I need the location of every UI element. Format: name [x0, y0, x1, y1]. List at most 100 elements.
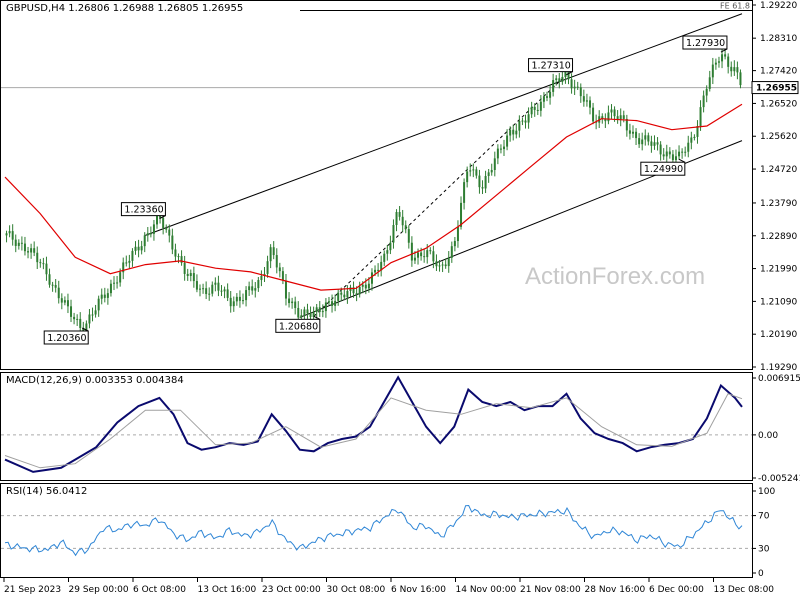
candle-body-137	[426, 250, 429, 258]
price-y-tick-label-2: 1.27420	[760, 67, 797, 77]
candle-body-234	[724, 54, 727, 57]
candle-78	[245, 286, 248, 307]
candle-body-13	[45, 263, 48, 275]
candle-88	[275, 248, 278, 274]
candle-body-32	[103, 294, 106, 298]
candle-141	[438, 259, 441, 272]
candle-24	[79, 312, 82, 331]
candle-body-150	[466, 171, 469, 183]
candle-11	[39, 258, 42, 268]
candle-159	[493, 151, 496, 177]
candle-body-151	[469, 170, 472, 172]
candle-body-181	[561, 77, 564, 82]
candle-232	[717, 56, 720, 68]
candle-58	[183, 255, 186, 281]
candle-body-100	[312, 311, 315, 317]
candle-body-29	[94, 310, 97, 315]
candle-body-196	[607, 112, 610, 122]
candle-166	[515, 123, 518, 139]
annotation-box-1	[120, 202, 166, 217]
candle-body-119	[370, 272, 373, 284]
candle-body-4	[17, 242, 20, 246]
candle-203	[628, 123, 631, 140]
candle-body-145	[450, 246, 453, 258]
candle-7	[27, 246, 30, 259]
candle-body-237	[733, 67, 736, 72]
candle-21	[70, 299, 73, 323]
candle-body-14	[48, 274, 51, 285]
candle-body-102	[318, 307, 321, 312]
candle-body-198	[613, 109, 616, 117]
candle-body-90	[281, 271, 284, 281]
rsi-title: RSI(14) 56.0412	[6, 486, 87, 497]
candle-4	[17, 239, 20, 250]
candle-body-161	[499, 148, 502, 150]
x-tick-label-8: 21 Nov 08:00	[520, 585, 581, 595]
candle-236	[730, 61, 733, 77]
candle-body-163	[506, 135, 509, 147]
candle-200	[619, 108, 622, 127]
candle-body-132	[410, 242, 413, 261]
price-y-tick-label-9: 1.21090	[760, 297, 797, 307]
candle-body-21	[70, 306, 73, 317]
candle-body-135	[420, 252, 423, 257]
candle-191	[592, 102, 595, 125]
annotation-box-4	[640, 161, 686, 176]
candle-body-74	[232, 301, 235, 307]
candle-187	[579, 83, 582, 103]
candle-body-27	[88, 314, 91, 324]
candle-body-122	[380, 261, 383, 271]
candle-body-224	[693, 136, 696, 138]
candle-body-31	[100, 294, 103, 299]
candle-173	[536, 103, 539, 116]
candle-35	[113, 276, 116, 291]
candle-body-48	[152, 224, 155, 234]
candle-body-103	[321, 311, 324, 313]
candle-42	[134, 241, 137, 255]
candle-body-51	[162, 217, 165, 228]
candle-23	[76, 314, 79, 326]
candle-143	[444, 258, 447, 269]
annotation-label-1: 1.23360	[124, 205, 163, 216]
candle-61	[192, 266, 195, 288]
candle-body-218	[674, 156, 677, 161]
candle-body-214	[662, 154, 665, 157]
candle-199	[616, 110, 619, 124]
candle-224	[693, 134, 696, 141]
candle-6	[23, 236, 26, 256]
candle-body-226	[699, 107, 702, 126]
candle-body-117	[364, 284, 367, 289]
candle-body-91	[284, 280, 287, 299]
candle-10	[36, 246, 39, 270]
candle-body-213	[659, 144, 662, 155]
candle-181	[561, 70, 564, 85]
candle-body-230	[711, 64, 714, 78]
candle-80	[251, 279, 254, 295]
candle-211	[653, 135, 656, 150]
x-tick-label-10: 6 Dec 00:00	[649, 585, 704, 595]
candle-body-177	[549, 91, 552, 98]
price-title: GBPUSD,H4 1.26806 1.26988 1.26805 1.2695…	[6, 3, 243, 14]
candle-body-30	[97, 298, 100, 311]
candle-60	[189, 269, 192, 282]
candle-body-176	[546, 96, 549, 98]
candle-69	[217, 275, 220, 297]
candle-235	[727, 53, 730, 74]
candle-87	[272, 241, 275, 260]
candle-body-212	[656, 142, 659, 145]
candle-12	[42, 257, 45, 270]
candle-204	[631, 125, 634, 138]
candle-body-59	[186, 273, 189, 277]
candle-body-146	[453, 241, 456, 247]
candle-body-19	[63, 300, 66, 303]
candle-28	[91, 307, 94, 322]
candle-body-41	[131, 250, 134, 261]
candle-222	[687, 135, 690, 158]
candle-body-162	[503, 146, 506, 150]
candle-36	[116, 275, 119, 289]
candle-body-179	[555, 78, 558, 81]
candle-16	[54, 279, 57, 293]
price-layer: FE 61.8 1.20360 1.23360 1.20680 1.27310 1.249…	[1, 1, 752, 345]
candle-body-200	[619, 115, 622, 120]
candle-body-165	[512, 129, 515, 135]
